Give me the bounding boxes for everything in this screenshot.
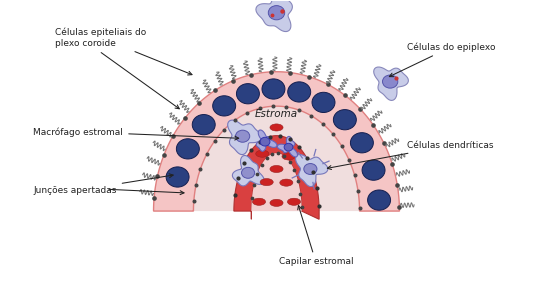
Text: Junções apertadas: Junções apertadas [33, 174, 173, 195]
Ellipse shape [312, 92, 335, 113]
Ellipse shape [383, 75, 398, 88]
Ellipse shape [176, 139, 199, 159]
Ellipse shape [242, 167, 254, 178]
Ellipse shape [368, 190, 390, 210]
Text: Macrófago estromal: Macrófago estromal [33, 127, 239, 140]
Polygon shape [232, 155, 264, 186]
Polygon shape [256, 0, 293, 32]
Polygon shape [278, 136, 298, 157]
Text: Células epiteliais do
plexo coroide: Células epiteliais do plexo coroide [55, 28, 192, 75]
Ellipse shape [270, 166, 283, 173]
Polygon shape [194, 106, 359, 211]
Ellipse shape [262, 79, 285, 99]
Text: Células do epiplexo: Células do epiplexo [389, 42, 495, 77]
Ellipse shape [288, 198, 300, 205]
Ellipse shape [253, 198, 265, 205]
Ellipse shape [213, 96, 236, 116]
Ellipse shape [255, 150, 269, 157]
Ellipse shape [236, 130, 250, 142]
Ellipse shape [192, 115, 215, 135]
Ellipse shape [260, 137, 270, 146]
Polygon shape [295, 155, 328, 187]
Ellipse shape [351, 133, 373, 153]
Text: Células dendríticas: Células dendríticas [327, 141, 493, 169]
Ellipse shape [280, 179, 293, 186]
Ellipse shape [237, 84, 259, 104]
Ellipse shape [166, 167, 189, 187]
Ellipse shape [284, 143, 293, 151]
Ellipse shape [282, 153, 295, 160]
Text: Capilar estromal: Capilar estromal [279, 205, 353, 266]
Polygon shape [154, 72, 399, 211]
Polygon shape [252, 153, 301, 211]
Ellipse shape [270, 199, 283, 206]
Ellipse shape [304, 164, 317, 175]
Text: Estroma: Estroma [255, 109, 298, 119]
Polygon shape [228, 120, 262, 155]
Ellipse shape [270, 124, 283, 131]
Polygon shape [256, 130, 277, 151]
Ellipse shape [260, 179, 273, 186]
Ellipse shape [268, 6, 285, 20]
Ellipse shape [288, 82, 311, 102]
Ellipse shape [333, 110, 356, 130]
Polygon shape [234, 136, 319, 219]
Ellipse shape [362, 160, 385, 180]
Polygon shape [374, 67, 408, 100]
